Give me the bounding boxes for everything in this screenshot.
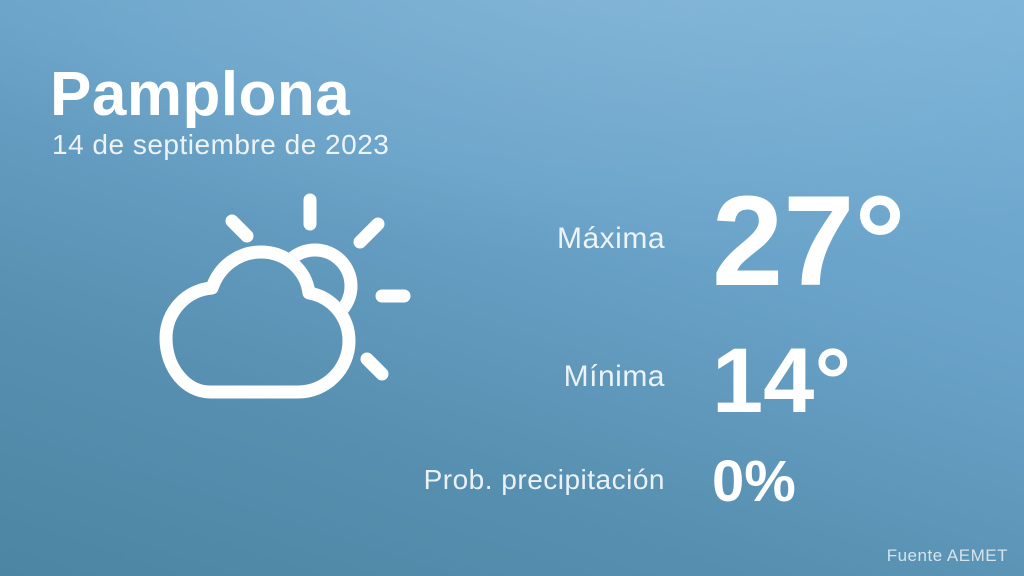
max-temp-label: Máxima <box>556 222 665 255</box>
min-temp-value: 14° <box>712 330 852 432</box>
data-source-credit: Fuente AEMET <box>886 546 1008 565</box>
sun-behind-cloud-icon <box>148 186 438 426</box>
forecast-date: 14 de septiembre de 2023 <box>52 129 390 160</box>
precipitation-probability-value: 0% <box>712 449 796 514</box>
location-title: Pamplona <box>50 60 351 129</box>
min-temp-label: Mínima <box>563 360 665 393</box>
max-temp-value: 27° <box>712 170 906 313</box>
precipitation-probability-label: Prob. precipitación <box>423 464 665 495</box>
